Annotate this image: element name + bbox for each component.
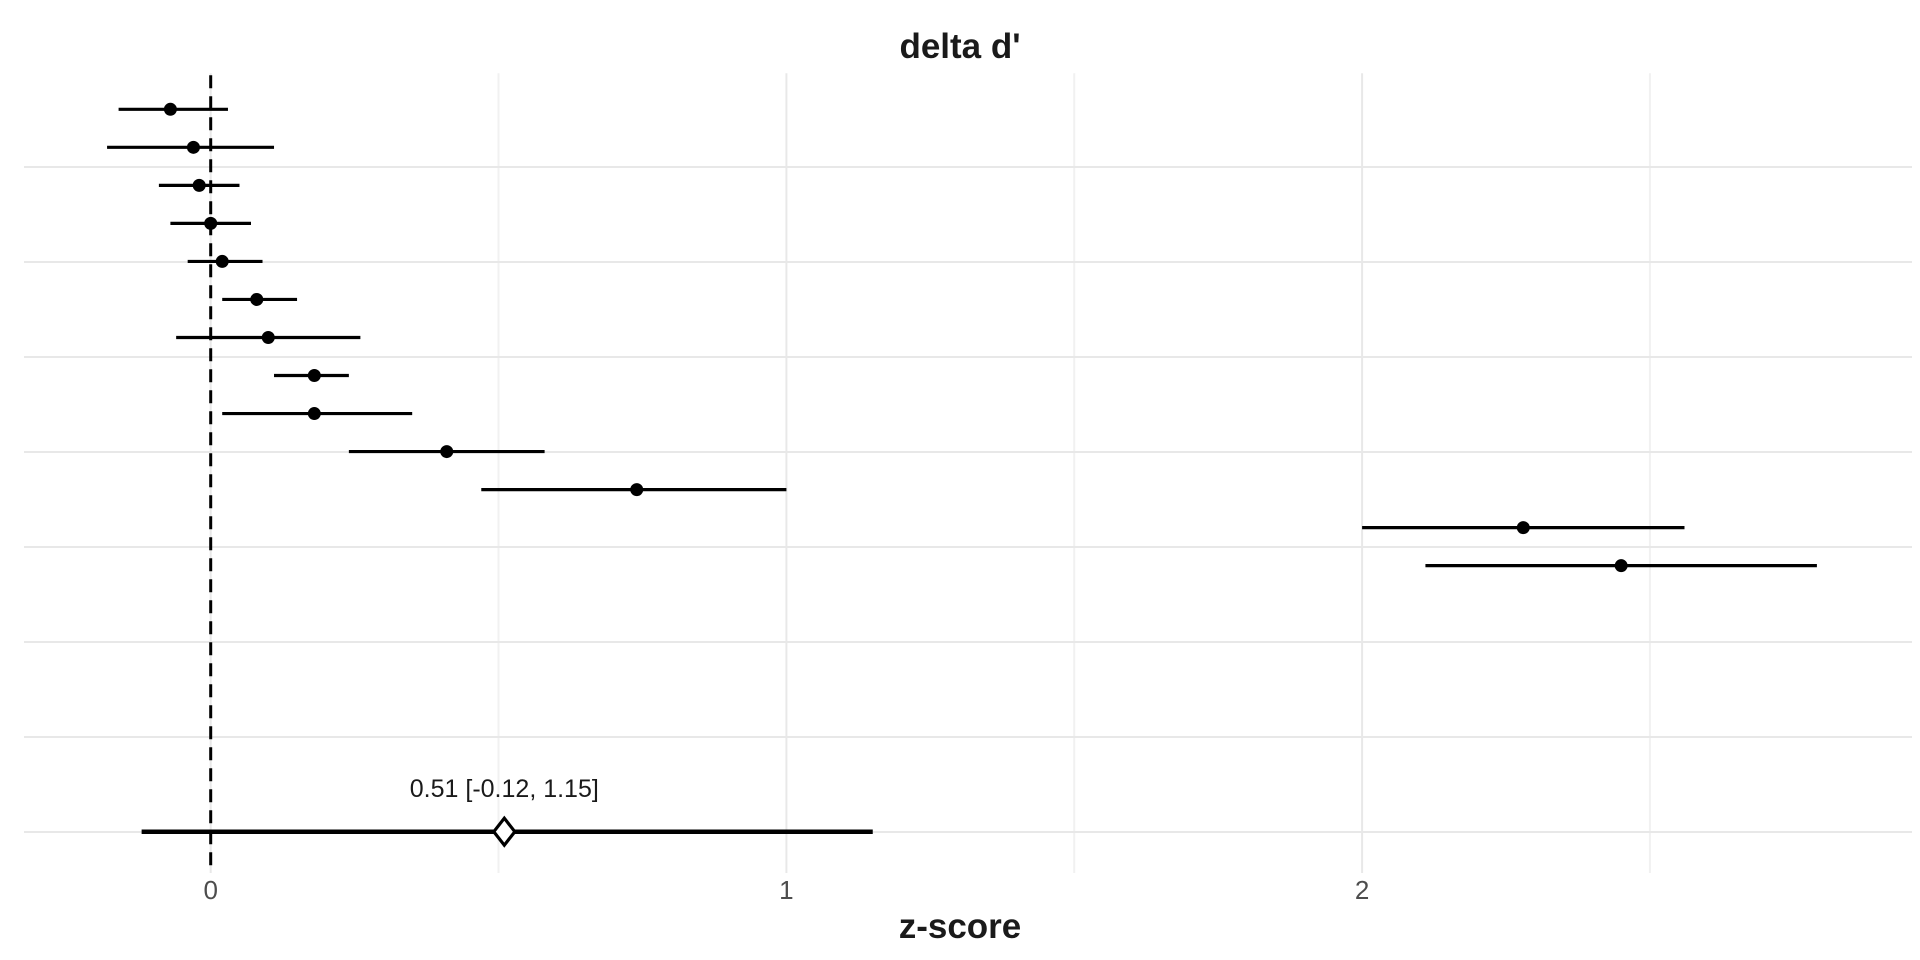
point-estimate <box>250 292 264 306</box>
point-estimate <box>440 445 454 459</box>
x-axis-tick-label: 2 <box>1354 875 1370 905</box>
summary-diamond <box>491 815 517 848</box>
summary-estimate-label: 0.51 [-0.12, 1.15] <box>409 775 599 803</box>
x-axis-title: z-score <box>898 907 1022 946</box>
point-estimate <box>630 483 644 497</box>
x-axis-tick-label: 0 <box>203 875 218 905</box>
chart-title: delta d' <box>899 27 1021 66</box>
x-axis-tick-label: 1 <box>779 875 794 905</box>
point-estimate <box>186 140 200 154</box>
point-estimate <box>307 369 321 383</box>
point-estimate <box>163 102 177 116</box>
point-estimate <box>192 178 206 192</box>
point-estimate <box>204 216 218 230</box>
point-estimate <box>261 330 275 344</box>
point-estimate <box>1614 559 1628 573</box>
point-estimate <box>1516 521 1530 535</box>
point-estimate <box>215 254 229 268</box>
point-estimate <box>307 407 321 421</box>
